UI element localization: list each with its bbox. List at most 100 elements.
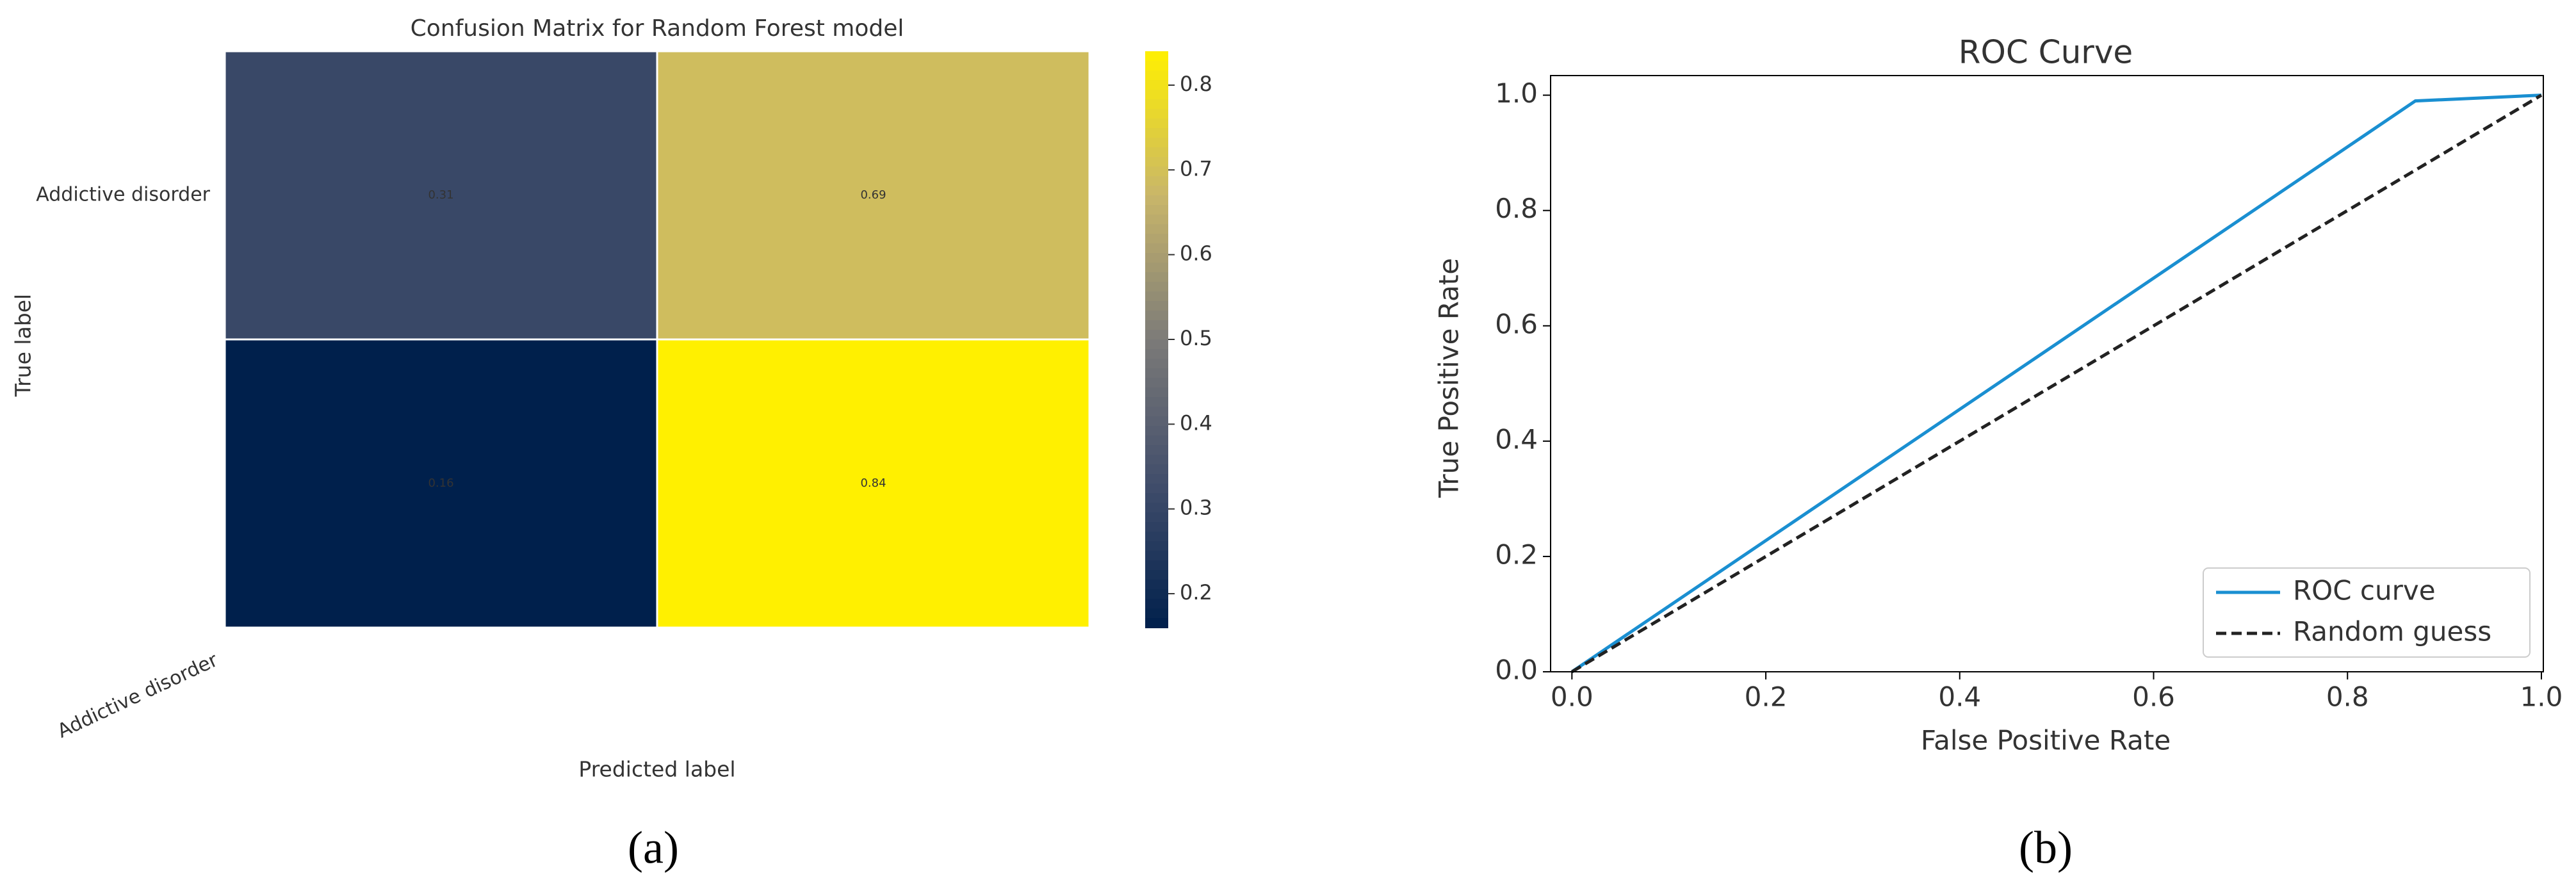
colorbar-segment: [1145, 435, 1168, 446]
y-tick-label: 0.6: [1495, 308, 1538, 339]
colorbar-tick-label: 0.2: [1180, 580, 1212, 605]
colorbar-segment: [1145, 618, 1168, 628]
heatmap-cell: [656, 50, 1091, 341]
colorbar-segment: [1145, 387, 1168, 398]
colorbar-segment: [1145, 176, 1168, 186]
colorbar-segment: [1145, 560, 1168, 571]
colorbar-segment: [1145, 455, 1168, 465]
colorbar-segment: [1145, 195, 1168, 206]
colorbar-tick-label: 0.6: [1180, 241, 1212, 266]
colorbar-segment: [1145, 147, 1168, 158]
colorbar-segment: [1145, 224, 1168, 234]
colorbar-segment: [1145, 243, 1168, 254]
colorbar-segment: [1145, 70, 1168, 81]
colorbar-segment: [1145, 589, 1168, 599]
colorbar-segment: [1145, 464, 1168, 475]
colorbar-segment: [1145, 138, 1168, 148]
caption: (a): [628, 822, 679, 874]
colorbar-segment: [1145, 301, 1168, 311]
line-title: ROC Curve: [1959, 34, 2133, 71]
legend-box: [2203, 567, 2531, 658]
colorbar-segment: [1145, 234, 1168, 244]
colorbar-segment: [1145, 445, 1168, 455]
colorbar-segment: [1145, 599, 1168, 609]
y-axis-label: True Positive Rate: [1433, 258, 1465, 498]
colorbar-segment: [1145, 215, 1168, 225]
x-tick-label: 1.0: [2520, 681, 2563, 713]
colorbar-segment: [1145, 253, 1168, 263]
y-tick-label: 0.0: [1495, 654, 1538, 686]
x-tick-label: 0.8: [2326, 681, 2369, 713]
colorbar-segment: [1145, 522, 1168, 532]
legend-label: Random guess: [2293, 616, 2491, 647]
x-tick-label: 0.0: [1551, 681, 1594, 713]
axes-frame: [1550, 75, 2544, 672]
x-axis-label: Predicted label: [578, 757, 735, 782]
colorbar-segment: [1145, 311, 1168, 321]
colorbar-segment: [1145, 186, 1168, 196]
colorbar-segment: [1145, 426, 1168, 436]
colorbar-segment: [1145, 368, 1168, 378]
colorbar-segment: [1145, 109, 1168, 119]
colorbar-segment: [1145, 359, 1168, 369]
column-label: Addictive disorder: [54, 649, 222, 743]
colorbar-segment: [1145, 90, 1168, 100]
colorbar-segment: [1145, 80, 1168, 90]
y-tick-label: 0.2: [1495, 539, 1538, 570]
colorbar-segment: [1145, 339, 1168, 350]
heatmap-cell: [656, 338, 1091, 629]
colorbar-tick-label: 0.5: [1180, 326, 1212, 350]
colorbar-segment: [1145, 608, 1168, 619]
colorbar-segment: [1145, 474, 1168, 484]
heatmap-cell: [224, 338, 658, 629]
colorbar-segment: [1145, 157, 1168, 167]
caption: (b): [2019, 822, 2073, 874]
colorbar-segment: [1145, 349, 1168, 359]
colorbar-segment: [1145, 61, 1168, 71]
colorbar-segment: [1145, 416, 1168, 427]
colorbar-segment: [1145, 320, 1168, 330]
y-axis-label: True label: [11, 294, 36, 397]
legend-label: ROC curve: [2293, 575, 2436, 606]
line-series: [1571, 93, 2543, 674]
colorbar-segment: [1145, 263, 1168, 273]
colorbar-segment: [1145, 282, 1168, 292]
colorbar-segment: [1145, 570, 1168, 580]
colorbar-segment: [1145, 272, 1168, 282]
colorbar-segment: [1145, 167, 1168, 177]
colorbar-segment: [1145, 397, 1168, 407]
row-label: Addictive disorder: [36, 184, 210, 206]
heatmap-title: Confusion Matrix for Random Forest model: [411, 15, 904, 42]
y-tick-label: 0.4: [1495, 423, 1538, 455]
x-tick-label: 0.4: [1938, 681, 1981, 713]
cell-value: 0.84: [860, 476, 886, 490]
line-series: [1570, 93, 2542, 674]
colorbar-segment: [1145, 128, 1168, 138]
colorbar-segment: [1145, 99, 1168, 110]
heatmap-cell: [224, 50, 658, 341]
x-tick-label: 0.6: [2132, 681, 2175, 713]
colorbar-segment: [1145, 541, 1168, 551]
cell-value: 0.31: [428, 188, 453, 202]
colorbar-segment: [1145, 118, 1168, 129]
cell-value: 0.16: [428, 476, 453, 490]
colorbar-segment: [1145, 51, 1168, 61]
colorbar-segment: [1145, 378, 1168, 388]
colorbar-segment: [1145, 580, 1168, 590]
y-tick-label: 0.8: [1495, 193, 1538, 224]
colorbar-segment: [1145, 407, 1168, 417]
y-tick-label: 1.0: [1495, 77, 1538, 109]
colorbar-segment: [1145, 532, 1168, 542]
x-axis-label: False Positive Rate: [1921, 725, 2171, 756]
colorbar-tick-label: 0.8: [1180, 72, 1212, 96]
cell-value: 0.69: [860, 188, 886, 202]
colorbar-tick-label: 0.3: [1180, 496, 1212, 520]
colorbar-segment: [1145, 205, 1168, 215]
colorbar-segment: [1145, 503, 1168, 513]
colorbar-tick-label: 0.4: [1180, 410, 1212, 435]
colorbar-segment: [1145, 493, 1168, 503]
x-tick-label: 0.2: [1745, 681, 1788, 713]
colorbar-tick-label: 0.7: [1180, 156, 1212, 181]
